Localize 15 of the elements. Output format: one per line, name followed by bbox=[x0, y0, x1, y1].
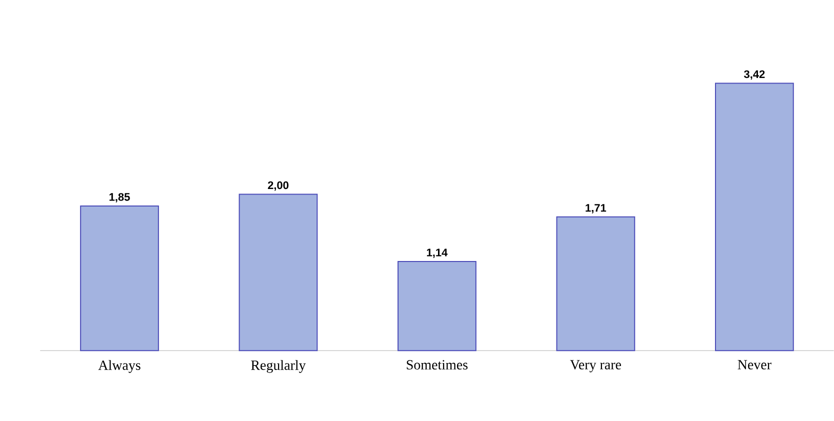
x-tick-label: Sometimes bbox=[406, 360, 468, 370]
data-label: 3,42 bbox=[744, 70, 765, 80]
bar bbox=[556, 216, 636, 352]
data-label: 1,14 bbox=[426, 248, 448, 258]
bar bbox=[80, 206, 159, 352]
x-tick-label: Never bbox=[738, 360, 772, 370]
x-tick-label: Very rare bbox=[570, 360, 622, 372]
bar bbox=[398, 261, 476, 352]
bar bbox=[715, 82, 794, 352]
bar bbox=[238, 194, 318, 352]
data-label: 1,71 bbox=[586, 204, 606, 214]
x-tick-label: Always bbox=[98, 360, 140, 373]
data-label: 2,00 bbox=[268, 182, 288, 191]
x-tick-label: Regularly bbox=[251, 360, 306, 373]
data-label: 1,85 bbox=[110, 193, 130, 203]
